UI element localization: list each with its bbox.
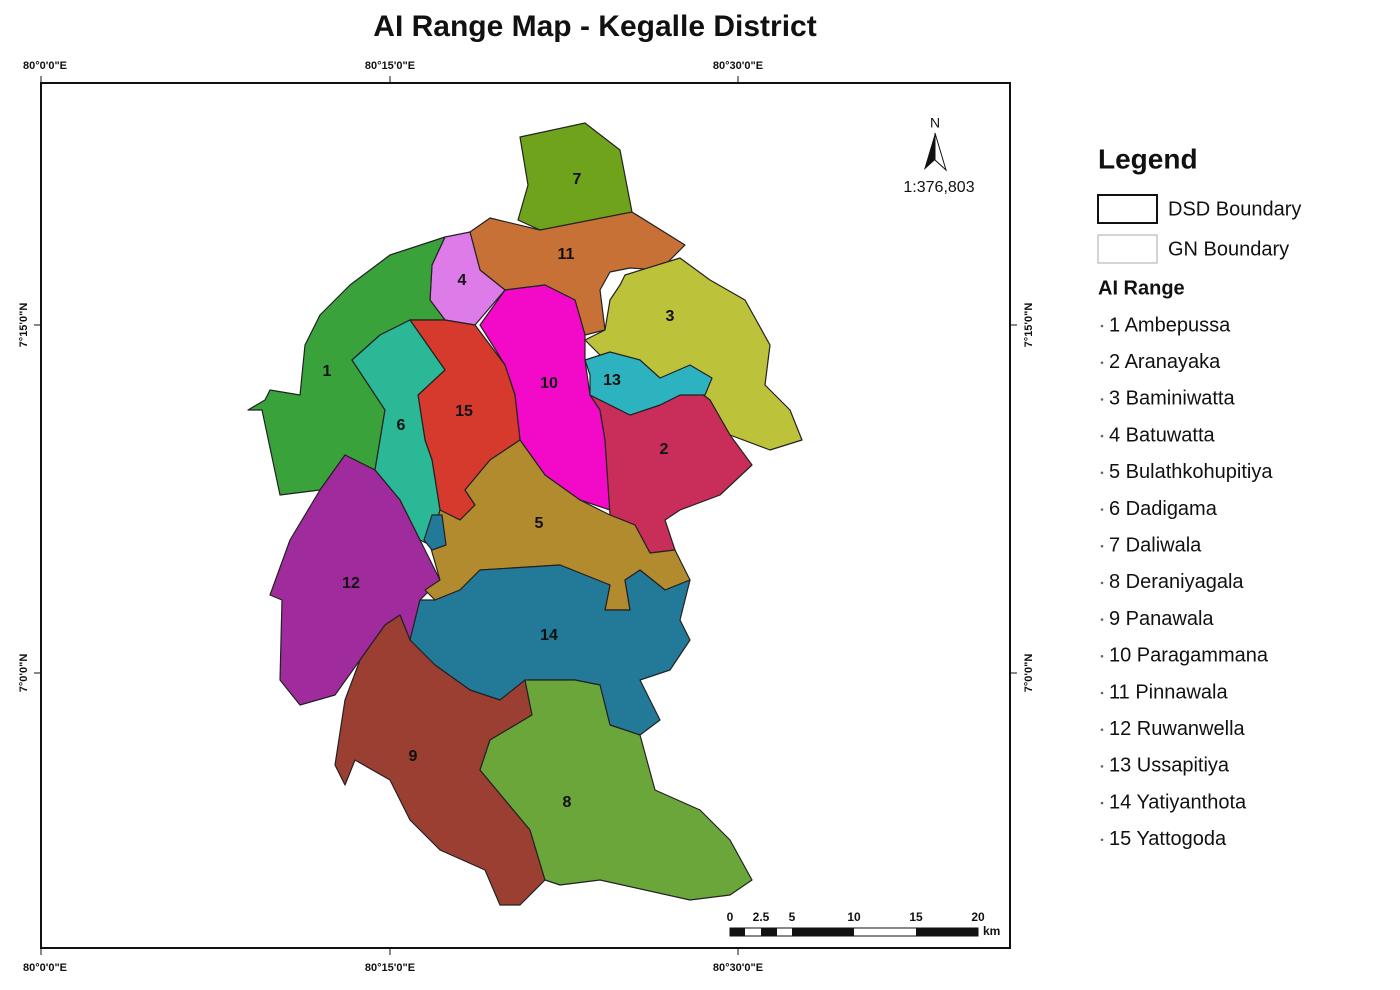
- legend-entry: 11 Pinnawala: [1109, 681, 1228, 703]
- north-arrow: N 1:376,803: [903, 115, 974, 197]
- legend-dot: [1100, 544, 1104, 548]
- region-label: 4: [458, 272, 467, 289]
- legend-dot: [1100, 398, 1104, 401]
- scale-tick: 20: [971, 910, 985, 924]
- region-labels: 1 2 3 4 5 6 7 8 9 10 11 12 13 14 15: [323, 171, 675, 811]
- region-label: 7: [573, 171, 582, 188]
- lat-label: 7°0'0"N: [1023, 654, 1035, 693]
- legend-entry: 2 Aranayaka: [1109, 351, 1221, 373]
- ai-range-title: AI Range: [1098, 277, 1185, 299]
- legend-dot: [1100, 655, 1104, 658]
- region-label: 12: [342, 575, 360, 592]
- scale-bar: 0 2.5 5 10 15 20 km: [727, 910, 1001, 938]
- scale-tick: 5: [789, 910, 796, 924]
- legend-entry: 7 Daliwala: [1109, 534, 1202, 556]
- arrow-half: [934, 132, 947, 172]
- legend-entry: 5 Bulathkohupitiya: [1109, 461, 1273, 483]
- legend-entry: 3 Baminiwatta: [1109, 388, 1235, 410]
- legend-entry: 14 Yatiyanthota: [1109, 791, 1247, 813]
- region: [423, 514, 447, 551]
- region-label: 3: [666, 308, 675, 325]
- scale-tick: 0: [727, 910, 734, 924]
- map-title: AI Range Map - Kegalle District: [373, 10, 816, 43]
- region: [334, 614, 546, 906]
- legend-dot: [1100, 801, 1104, 805]
- lat-label: 7°15'0"N: [18, 303, 30, 348]
- region-label: 8: [563, 794, 572, 811]
- legend-dot: [1100, 838, 1104, 842]
- scale-tick: 10: [847, 910, 861, 924]
- legend-entry: 9 Panawala: [1109, 608, 1214, 630]
- legend-dot: [1100, 618, 1104, 621]
- region: [479, 679, 753, 901]
- legend-dot: [1100, 434, 1104, 438]
- region-label: 11: [558, 246, 575, 263]
- scale-ratio: 1:376,803: [903, 179, 974, 196]
- region-label: 10: [540, 375, 558, 392]
- lon-label: 80°30'0"E: [713, 60, 763, 72]
- lon-label: 80°15'0"E: [365, 60, 415, 72]
- gn-swatch: [1097, 234, 1158, 264]
- legend-dot: [1100, 581, 1104, 585]
- scale-seg: [730, 928, 745, 936]
- scale-seg: [761, 928, 777, 936]
- lon-label: 80°30'0"E: [713, 962, 763, 974]
- legend-entry: 12 Ruwanwella: [1109, 718, 1246, 740]
- legend-entry: 1 Ambepussa: [1109, 314, 1231, 336]
- scale-unit: km: [983, 924, 1000, 938]
- region-label: 14: [540, 627, 558, 644]
- legend-dot: [1100, 508, 1104, 511]
- scale-seg: [916, 928, 978, 936]
- legend-dot: [1100, 691, 1104, 695]
- graticule: 80°0'0"E 80°15'0"E 80°30'0"E 80°0'0"E 80…: [18, 60, 1035, 974]
- scale-tick: 2.5: [753, 910, 770, 924]
- legend-dot: [1100, 728, 1104, 731]
- legend-entry: 4 Batuwatta: [1109, 424, 1216, 446]
- region-label: 2: [660, 441, 669, 458]
- legend-dot: [1100, 361, 1104, 365]
- region: [351, 319, 446, 546]
- legend-entry: 10 Paragammana: [1109, 645, 1269, 667]
- region-label: 6: [397, 417, 406, 434]
- regions: [247, 122, 803, 906]
- lon-label: 80°0'0"E: [23, 962, 67, 974]
- lon-label: 80°15'0"E: [365, 962, 415, 974]
- arrow-half: [924, 133, 935, 170]
- region: [584, 351, 713, 416]
- legend-entry: 6 Dadigama: [1109, 498, 1218, 520]
- legend: Legend DSD Boundary GN Boundary AI Range…: [1097, 143, 1301, 850]
- lon-label: 80°0'0"E: [23, 60, 67, 72]
- legend-dot: [1100, 471, 1104, 475]
- scale-seg: [792, 928, 854, 936]
- lat-label: 7°15'0"N: [1023, 303, 1035, 348]
- legend-dot: [1100, 765, 1104, 768]
- legend-entry: 8 Deraniyagala: [1109, 571, 1244, 593]
- region-label: 5: [535, 515, 544, 532]
- legend-entry: 13 Ussapitiya: [1109, 755, 1230, 777]
- region-label: 15: [455, 403, 473, 420]
- region-label: 13: [603, 372, 621, 389]
- lat-label: 7°0'0"N: [18, 654, 30, 693]
- legend-dot: [1100, 324, 1104, 328]
- legend-entry: GN Boundary: [1168, 238, 1289, 260]
- dsd-swatch: [1097, 194, 1158, 224]
- region-label: 9: [409, 748, 418, 765]
- legend-title: Legend: [1098, 143, 1198, 174]
- scale-tick: 15: [909, 910, 923, 924]
- north-label: N: [930, 115, 940, 131]
- legend-entry: DSD Boundary: [1168, 198, 1301, 220]
- region-label: 1: [323, 363, 332, 380]
- legend-entry: 15 Yattogoda: [1109, 828, 1227, 850]
